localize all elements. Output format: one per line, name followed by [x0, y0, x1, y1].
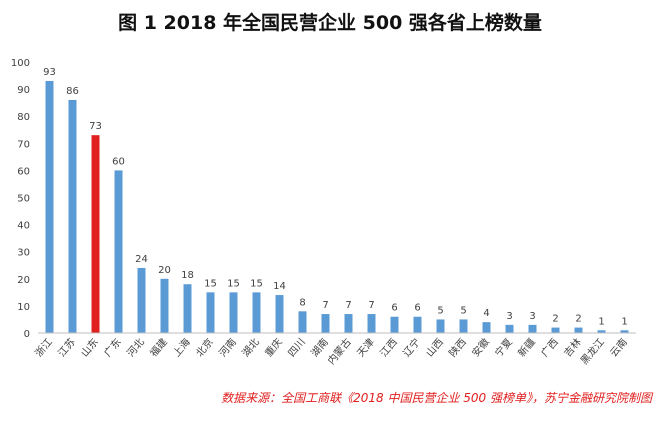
data-label: 2: [575, 314, 581, 325]
x-tick-label: 四川: [287, 337, 308, 359]
bar: [344, 314, 353, 333]
y-tick-label: 60: [17, 166, 30, 177]
bar: [137, 267, 146, 333]
bar: [45, 80, 54, 333]
x-tick-label: 浙江: [33, 336, 55, 359]
y-tick-label: 40: [17, 221, 30, 232]
y-tick-label: 0: [24, 329, 30, 340]
bar: [275, 295, 284, 333]
y-tick-label: 30: [17, 248, 30, 259]
x-tick-label: 新疆: [515, 336, 538, 360]
chart-title: 图 1 2018 年全国民营企业 500 强各省上榜数量: [118, 12, 542, 34]
x-tick-label: 安徽: [469, 336, 492, 360]
bar: [390, 316, 399, 333]
bar: [206, 292, 215, 333]
y-axis-ticks: 0 10 20 30 40 50 60 70 80 90 100: [11, 58, 30, 340]
data-label: 8: [299, 297, 305, 308]
bar: [574, 327, 583, 333]
bar: [367, 314, 376, 333]
data-label: 7: [322, 300, 328, 311]
x-tick-label: 黑龙江: [578, 336, 607, 367]
bar: [551, 327, 560, 333]
data-label: 6: [391, 303, 397, 314]
data-label: 15: [227, 278, 240, 289]
x-tick-label: 陕西: [446, 336, 469, 360]
x-tick-label: 天津: [355, 336, 377, 359]
data-label: 15: [250, 278, 263, 289]
x-tick-label: 上海: [170, 336, 193, 360]
bar: [505, 324, 514, 333]
bar: [298, 311, 307, 333]
bar: [482, 322, 491, 333]
bar: [229, 292, 238, 333]
bar: [459, 319, 468, 333]
data-label: 5: [437, 305, 443, 316]
x-tick-label: 云南: [607, 336, 630, 360]
x-tick-label: 辽宁: [400, 336, 423, 360]
data-label: 6: [414, 303, 420, 314]
x-axis-labels: 浙江 江苏 山东 广东 河北 福建 上海 北京 河南 湖北 重庆 四川 湖南内蒙古 天津 江西 辽宁 山西 陕西安…: [33, 336, 630, 367]
data-label: 5: [460, 305, 466, 316]
data-label: 7: [345, 300, 351, 311]
x-tick-label: 湖北: [240, 336, 262, 359]
data-label: 3: [529, 311, 535, 322]
bar: [114, 170, 123, 333]
x-tick-label: 宁夏: [492, 336, 515, 360]
x-tick-label: 广西: [539, 336, 561, 359]
x-tick-label: 河南: [216, 336, 239, 360]
y-tick-label: 50: [17, 194, 30, 205]
x-tick-label: 吉林: [561, 336, 584, 360]
y-tick-label: 10: [17, 302, 30, 313]
x-tick-label: 福建: [147, 336, 170, 360]
bar: [252, 292, 261, 333]
bar: [528, 324, 537, 333]
x-tick-label: 内蒙古: [325, 336, 354, 367]
bar: [160, 278, 169, 333]
y-tick-label: 70: [17, 139, 30, 150]
x-tick-label: 江苏: [55, 336, 78, 360]
data-label: 93: [43, 67, 56, 78]
bar: [597, 330, 606, 333]
y-tick-label: 80: [17, 112, 30, 123]
bar: [183, 284, 192, 333]
x-tick-label: 湖南: [308, 336, 331, 360]
data-label: 7: [368, 300, 374, 311]
x-tick-label: 北京: [193, 336, 216, 360]
x-tick-label: 江西: [378, 336, 400, 359]
bar: [321, 314, 330, 333]
x-tick-label: 河北: [125, 336, 147, 359]
data-label: 1: [598, 316, 604, 327]
data-label: 20: [158, 265, 171, 276]
x-tick-label: 山东: [78, 336, 101, 360]
bar: [413, 316, 422, 333]
data-label: 2: [552, 314, 558, 325]
data-label: 1: [621, 316, 627, 327]
x-tick-label: 重庆: [262, 336, 285, 360]
data-label: 73: [89, 121, 102, 132]
x-tick-label: 山西: [424, 336, 446, 359]
x-tick-label: 广东: [101, 336, 124, 360]
y-tick-label: 20: [17, 275, 30, 286]
y-tick-label: 90: [17, 85, 30, 96]
data-label: 3: [506, 311, 512, 322]
data-label: 4: [483, 308, 489, 319]
data-label: 15: [204, 278, 217, 289]
data-label: 14: [273, 281, 286, 292]
bar: [68, 99, 77, 333]
data-label: 18: [181, 270, 194, 281]
data-label: 24: [135, 254, 148, 265]
source-note: 数据来源：全国工商联《2018 中国民营企业 500 强榜单》，苏宁金融研究院制…: [221, 391, 652, 405]
data-label: 86: [66, 86, 79, 97]
y-tick-label: 100: [11, 58, 30, 69]
data-label: 60: [112, 156, 125, 167]
bar: [620, 330, 629, 333]
bar: [436, 319, 445, 333]
bar: [91, 135, 100, 333]
bars: [45, 80, 629, 333]
value-labels: 93 86 73 60 24 20 18 15 15 15 14 8 7 7 7 6 6 5 5 4 3 3 2 2 1 1: [43, 67, 628, 327]
